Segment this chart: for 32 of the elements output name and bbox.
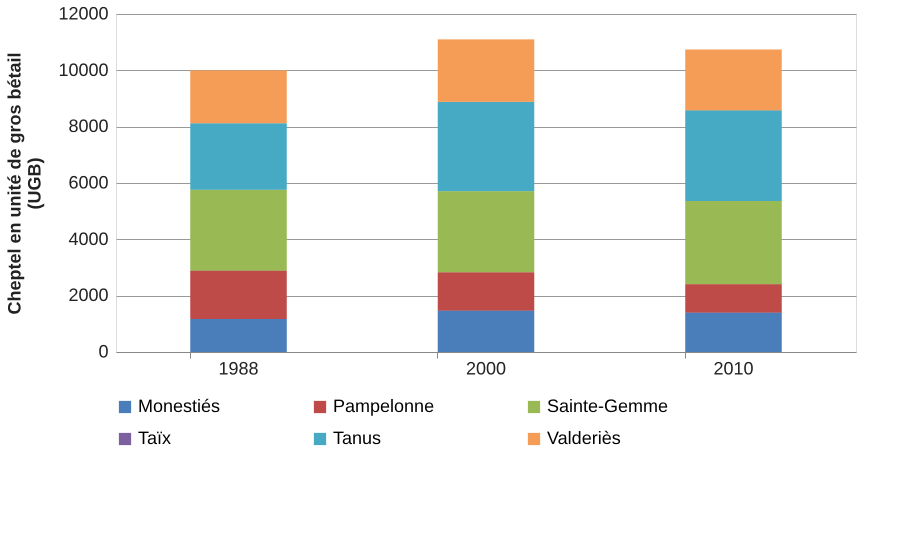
legend-label: Sainte-Gemme [547, 396, 668, 416]
bar [190, 270, 287, 320]
x-tick-label: 2010 [713, 358, 754, 378]
legend-label: Tanus [333, 428, 382, 448]
bar [438, 191, 534, 272]
y-tick-label: 2000 [68, 285, 108, 306]
bar [190, 190, 287, 271]
bar [685, 284, 782, 313]
bar [438, 272, 534, 311]
y-tick-label: 12000 [58, 4, 108, 24]
y-tick-label: 10000 [58, 60, 108, 80]
bar [190, 123, 287, 190]
bar [438, 39, 534, 102]
y-tick-label: 0 [98, 342, 108, 362]
y-axis-title: Cheptel en unité de gros bétail (UGB) [4, 52, 44, 315]
legend-label: Valderiès [547, 428, 621, 448]
bar [685, 201, 782, 284]
x-tick-label: 2000 [466, 358, 506, 378]
bar [190, 70, 287, 124]
x-tick-label: 1988 [218, 358, 259, 378]
bar [685, 110, 782, 202]
bar [438, 310, 534, 352]
legend-label: Monestiés [138, 396, 220, 416]
legend-label: Taïx [138, 428, 172, 448]
y-tick-label: 4000 [68, 228, 108, 249]
y-tick-label: 8000 [68, 116, 108, 136]
bar [685, 312, 782, 352]
legend-label: Pampelonne [333, 396, 434, 416]
bar [438, 102, 534, 192]
y-tick-label: 6000 [68, 172, 108, 192]
bar [685, 49, 782, 110]
bar [190, 319, 287, 352]
